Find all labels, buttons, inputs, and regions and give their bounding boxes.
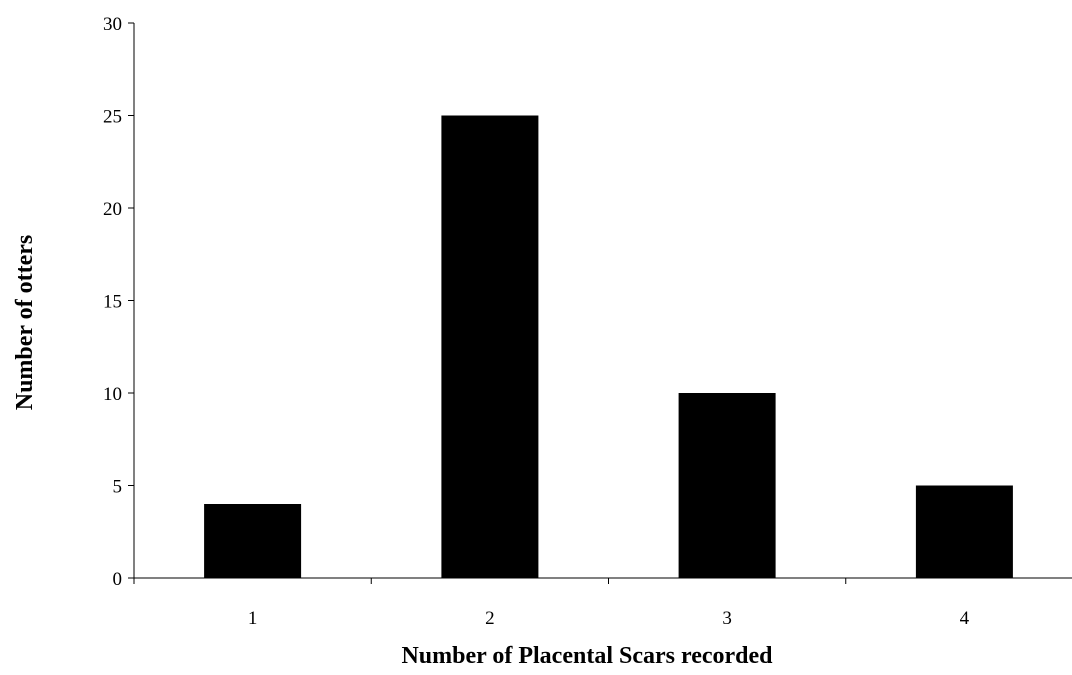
- x-axis-title: Number of Placental Scars recorded: [401, 643, 773, 669]
- x-tick-label: 4: [960, 608, 970, 629]
- y-axis: 0 5 10 15 20 25 30: [103, 14, 135, 590]
- y-tick-label: 15: [103, 292, 122, 313]
- y-tick-label: 0: [113, 569, 123, 590]
- x-tick-label: 2: [485, 608, 495, 629]
- y-tick-label: 10: [103, 384, 122, 405]
- bar-3: [678, 393, 776, 578]
- x-axis: 1 2 3 4: [133, 577, 1072, 629]
- bar-2: [441, 115, 539, 578]
- x-tick-label: 1: [248, 608, 258, 629]
- y-axis-title: Number of otters: [12, 235, 38, 411]
- x-tick-label: 3: [722, 608, 732, 629]
- bars-group: [204, 115, 1013, 578]
- y-tick-label: 5: [113, 477, 123, 498]
- y-tick-label: 25: [103, 107, 122, 128]
- y-tick-label: 30: [103, 14, 122, 35]
- bar-4: [915, 485, 1013, 578]
- y-tick-label: 20: [103, 199, 122, 220]
- bar-1: [204, 504, 302, 578]
